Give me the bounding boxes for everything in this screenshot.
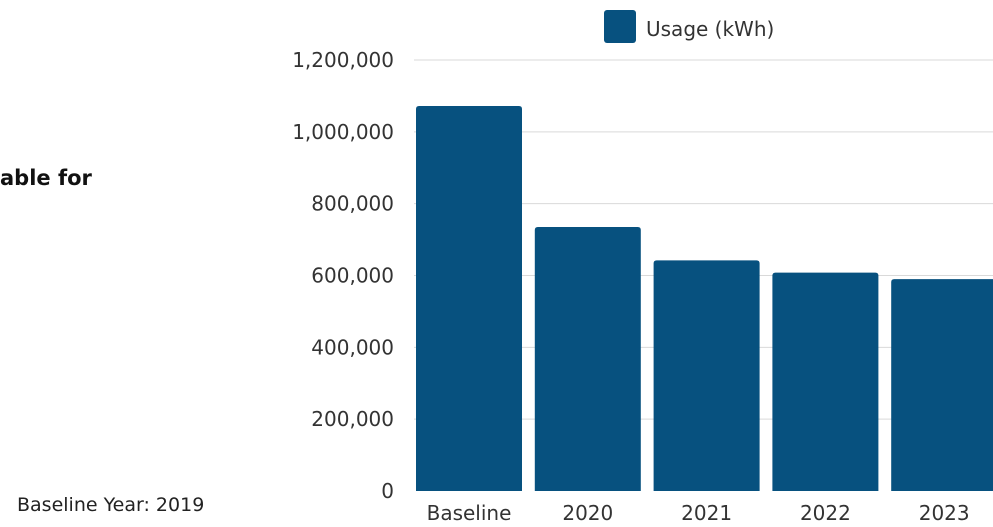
baseline-year-note: Baseline Year: 2019: [17, 494, 205, 516]
x-tick-label: 2023: [919, 501, 970, 525]
y-tick-label: 200,000: [311, 407, 394, 431]
chart-heading: able for: [0, 166, 92, 190]
x-tick-label: 2020: [562, 501, 613, 525]
y-axis-ticks: 0 200,000 400,000 600,000 800,000 1,000,000 1,…: [292, 48, 394, 503]
legend-swatch: [604, 10, 636, 43]
x-tick-label: 2021: [681, 501, 732, 525]
bar-2021: [653, 260, 760, 491]
bar-baseline: [416, 105, 522, 492]
y-tick-label: 600,000: [311, 264, 394, 288]
bar-2020: [534, 227, 641, 491]
bars: [416, 105, 993, 492]
y-tick-label: 0: [381, 479, 394, 503]
x-axis-ticks: Baseline 2020 2021 2022 2023: [427, 501, 970, 525]
x-tick-label: Baseline: [427, 501, 512, 525]
bar-2022: [772, 272, 879, 491]
bar-2023: [891, 279, 993, 491]
legend-label: Usage (kWh): [646, 17, 774, 41]
x-tick-label: 2022: [800, 501, 851, 525]
y-tick-label: 1,200,000: [292, 48, 394, 72]
y-tick-label: 800,000: [311, 192, 394, 216]
legend: Usage (kWh): [604, 10, 774, 43]
y-tick-label: 1,000,000: [292, 120, 394, 144]
y-tick-label: 400,000: [311, 335, 394, 359]
